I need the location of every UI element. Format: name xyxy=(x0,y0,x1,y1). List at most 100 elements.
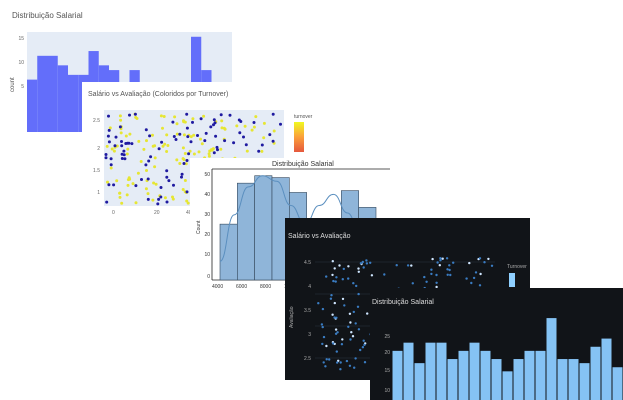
scatter-point xyxy=(151,198,155,202)
x-tick-label: 8000 xyxy=(260,284,271,290)
scatter-point xyxy=(352,310,355,314)
chart-title: Distribuição Salarial xyxy=(12,11,83,20)
scatter-point xyxy=(171,195,174,199)
scatter-point xyxy=(472,276,476,280)
scatter-point xyxy=(242,135,245,139)
scatter-point xyxy=(178,132,182,136)
histogram-bar xyxy=(590,346,601,400)
scatter-point xyxy=(192,152,196,156)
scatter-point xyxy=(406,264,410,267)
scatter-point xyxy=(120,140,123,143)
scatter-point xyxy=(431,257,434,261)
scatter-point xyxy=(202,114,206,118)
y-tick-label: 10 xyxy=(384,388,390,394)
scatter-point xyxy=(188,149,192,153)
scatter-point xyxy=(228,113,232,117)
scatter-point xyxy=(119,131,123,135)
scatter-point xyxy=(347,265,350,268)
scatter-point xyxy=(107,114,110,118)
scatter-point xyxy=(359,262,363,265)
scatter-point xyxy=(223,139,227,143)
scatter-point xyxy=(245,149,249,153)
scatter-point xyxy=(435,285,438,289)
scatter-point xyxy=(449,273,452,277)
scatter-point xyxy=(124,134,128,138)
scatter-point xyxy=(362,339,365,342)
scatter-point xyxy=(146,197,150,201)
scatter-point xyxy=(359,348,362,352)
scatter-point xyxy=(105,144,109,148)
scatter-point xyxy=(262,121,266,125)
scatter-point xyxy=(159,195,163,199)
scatter-point xyxy=(220,119,224,123)
scatter-point xyxy=(182,162,186,165)
scatter-point xyxy=(321,325,324,329)
scatter-point xyxy=(337,359,340,362)
histogram-bar xyxy=(513,359,524,400)
scatter-point xyxy=(215,145,219,149)
scatter-point xyxy=(160,140,164,144)
scatter-point xyxy=(239,120,243,123)
scatter-point xyxy=(322,335,326,339)
y-tick-label: 3.5 xyxy=(304,308,311,314)
y-tick-label: 5 xyxy=(21,84,24,90)
scatter-point xyxy=(123,157,127,161)
scatter-point xyxy=(165,150,169,153)
scatter-point xyxy=(478,257,482,260)
legend-swatch xyxy=(509,273,515,287)
scatter-point xyxy=(232,141,236,145)
y-tick-label: 0 xyxy=(207,274,210,280)
scatter-point xyxy=(153,144,157,148)
scatter-point xyxy=(361,346,365,349)
scatter-point xyxy=(183,179,187,182)
y-tick-label: 20 xyxy=(384,350,390,356)
scatter-point xyxy=(185,159,189,162)
y-axis-label: Count xyxy=(196,220,202,234)
y-tick-label: 2.5 xyxy=(93,118,100,124)
scatter-point xyxy=(331,313,334,316)
scatter-point xyxy=(146,177,150,181)
scatter-point xyxy=(271,139,275,143)
scatter-point xyxy=(187,152,191,156)
scatter-point xyxy=(439,257,442,260)
scatter-point xyxy=(330,294,333,297)
scatter-point xyxy=(173,115,177,119)
scatter-point xyxy=(214,134,218,138)
scatter-point xyxy=(125,152,129,156)
scatter-point xyxy=(127,141,131,145)
scatter-point xyxy=(324,365,327,368)
scatter-point xyxy=(257,149,261,153)
scatter-point xyxy=(438,264,441,267)
scatter-point xyxy=(204,131,208,135)
chart-title: Salário vs Avaliação xyxy=(288,233,351,240)
scatter-point xyxy=(199,137,202,141)
scatter-point xyxy=(125,193,129,197)
scatter-point xyxy=(220,126,224,130)
scatter-point xyxy=(209,125,213,129)
scatter-point xyxy=(189,135,193,139)
histogram-bar xyxy=(480,350,491,400)
scatter-point xyxy=(189,140,193,144)
scatter-point xyxy=(180,175,183,179)
scatter-point xyxy=(341,278,344,281)
histogram-bar xyxy=(557,359,568,400)
scatter-point xyxy=(163,142,167,146)
scatter-point xyxy=(181,188,185,191)
scatter-point xyxy=(165,200,169,204)
y-tick-label: 15 xyxy=(18,36,24,42)
scatter-point xyxy=(163,196,167,200)
scatter-point xyxy=(446,268,449,271)
scatter-point xyxy=(124,142,128,145)
scatter-point xyxy=(144,128,148,132)
histogram-bar xyxy=(68,74,79,132)
scatter-point xyxy=(342,267,345,271)
scatter-point xyxy=(126,147,130,151)
y-tick-label: 2.5 xyxy=(304,356,311,362)
scatter-point xyxy=(157,147,161,151)
scatter-point xyxy=(212,118,216,122)
scatter-point xyxy=(365,262,369,265)
scatter-point xyxy=(159,186,163,189)
chart-title: Salário vs Avaliação (Coloridos por Turn… xyxy=(88,91,228,98)
scatter-point xyxy=(219,113,223,117)
scatter-point xyxy=(317,302,320,305)
